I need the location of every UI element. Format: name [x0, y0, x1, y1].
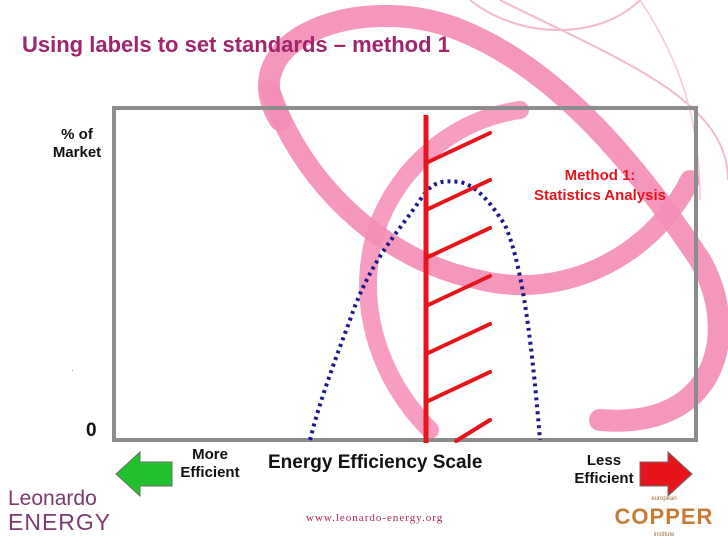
- y-axis-label: % of Market: [44, 126, 110, 162]
- plot-frame: [112, 106, 698, 442]
- logo-right-main: COPPER: [614, 504, 714, 529]
- hatch-mark: [424, 178, 492, 212]
- hatch-mark: [424, 131, 492, 165]
- logo-right-bottom: institute: [653, 532, 675, 538]
- method-label: Method 1: Statistics Analysis: [508, 166, 692, 206]
- footer-url: www.leonardo-energy.org: [306, 512, 444, 524]
- distribution-curve: [308, 179, 542, 441]
- more-efficient-arrow: [115, 450, 173, 498]
- y-axis-label-line2: Market: [52, 144, 102, 161]
- hatch-mark: [424, 274, 492, 308]
- y-axis-zero: 0: [86, 420, 97, 441]
- hatch-mark: [424, 226, 492, 260]
- slide-title: Using labels to set standards – method 1: [22, 32, 450, 57]
- more-efficient-line2: Efficient: [180, 464, 240, 481]
- copper-institute-logo: european COPPER institute: [606, 496, 722, 542]
- hatch-mark: [454, 418, 492, 443]
- less-efficient-line1: Less: [586, 452, 622, 469]
- less-efficient-line2: Efficient: [574, 470, 634, 487]
- standard-hatching: [424, 131, 492, 443]
- more-efficient-label: More Efficient: [172, 446, 248, 482]
- stray-mark: [72, 370, 73, 371]
- logo-left-line2: ENERGY: [8, 509, 112, 535]
- leonardo-energy-logo: Leonardo ENERGY: [8, 487, 112, 535]
- logo-left-line1: Leonardo: [8, 487, 97, 510]
- method-label-line1: Method 1:: [564, 167, 636, 184]
- hatch-mark: [424, 322, 492, 356]
- less-efficient-arrow: [639, 450, 693, 498]
- logo-right-top: european: [651, 496, 677, 502]
- y-axis-label-line1: % of: [61, 126, 93, 143]
- more-efficient-line1: More: [192, 446, 228, 463]
- less-efficient-label: Less Efficient: [566, 452, 642, 488]
- hatch-mark: [424, 370, 492, 404]
- x-axis-label: Energy Efficiency Scale: [268, 452, 483, 473]
- method-label-line2: Statistics Analysis: [533, 187, 666, 204]
